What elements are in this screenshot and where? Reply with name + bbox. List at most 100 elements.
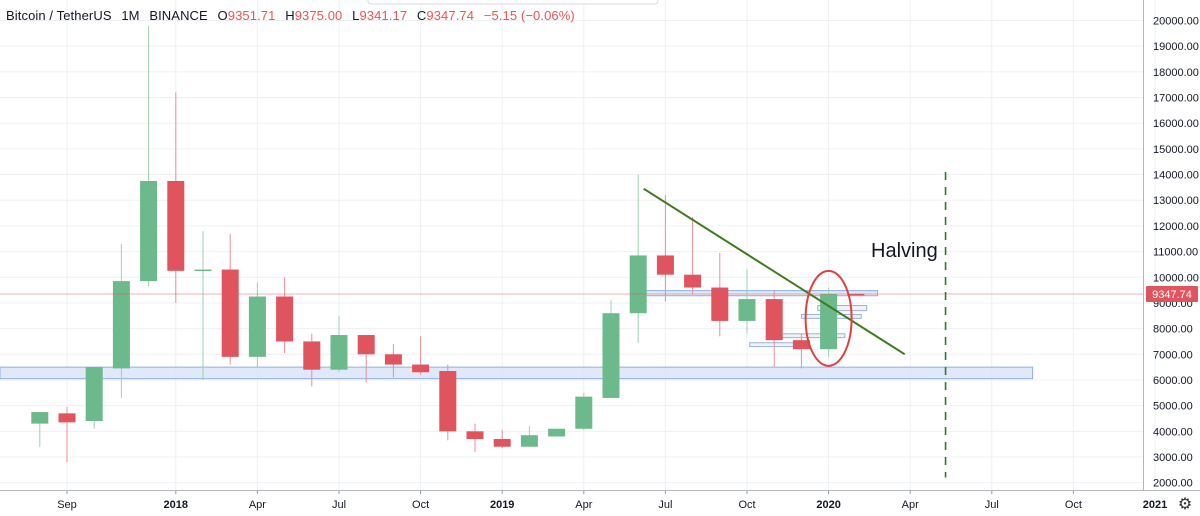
x-tick-label: Jul <box>658 499 672 511</box>
x-tick-label: 2021 <box>1143 499 1167 511</box>
exchange: BINANCE <box>149 8 208 23</box>
candle-body <box>439 370 457 432</box>
candle-body <box>112 281 130 369</box>
candle-body <box>466 431 484 440</box>
candle-body <box>85 367 103 422</box>
candle-body <box>684 274 702 288</box>
candle-body <box>194 269 212 272</box>
candle <box>656 195 674 302</box>
candle <box>466 423 484 452</box>
candle-body <box>167 180 185 271</box>
y-tick-label: 15000.00 <box>1153 144 1199 156</box>
candle <box>248 282 266 368</box>
symbol-legend: Bitcoin / TetherUS 1M BINANCE O9351.71 H… <box>6 8 575 23</box>
x-tick-label: 2019 <box>490 499 514 511</box>
drawing-overlays <box>0 171 1143 478</box>
symbol-name[interactable]: Bitcoin / TetherUS <box>6 8 112 23</box>
trendline <box>643 187 906 356</box>
gear-icon[interactable]: ⚙ <box>1177 496 1193 513</box>
candles <box>31 25 865 463</box>
x-tick-label: Apr <box>575 499 592 511</box>
y-tick-label: 8000.00 <box>1153 324 1193 336</box>
candle-body <box>847 293 865 296</box>
y-tick-label: 17000.00 <box>1153 93 1199 105</box>
candle <box>412 336 430 375</box>
open-value: 9351.71 <box>227 8 276 23</box>
candle-body <box>140 180 158 282</box>
candle <box>384 344 402 378</box>
highlight-ellipse <box>804 269 853 367</box>
support-zone <box>0 366 1034 380</box>
candle <box>493 430 511 449</box>
candle <box>31 412 49 447</box>
candle-body <box>493 439 511 447</box>
x-tick-label: Jul <box>332 499 346 511</box>
candle <box>58 406 76 463</box>
candle <box>548 428 566 437</box>
candle <box>330 315 348 373</box>
y-tick-label: 14000.00 <box>1153 170 1199 182</box>
interval[interactable]: 1M <box>121 8 140 23</box>
candle-body <box>629 255 647 314</box>
candle <box>711 252 729 337</box>
halving-label: Halving <box>871 240 938 262</box>
x-tick-label: Apr <box>249 499 266 511</box>
candle-body <box>58 413 76 423</box>
resistance-zone <box>643 290 879 297</box>
x-tick-label: Jul <box>985 499 999 511</box>
candle-body <box>765 299 783 341</box>
candle <box>820 287 838 357</box>
candle <box>85 367 103 429</box>
candle <box>439 364 457 441</box>
candle-body <box>602 313 620 398</box>
candle <box>112 243 130 398</box>
candle <box>194 231 212 380</box>
x-tick-label: 2018 <box>164 499 188 511</box>
candle-body <box>520 435 538 447</box>
x-tick-label: Oct <box>412 499 429 511</box>
x-tick-label: Oct <box>738 499 755 511</box>
high-value: 9375.00 <box>294 8 343 23</box>
candle <box>276 277 294 354</box>
candle-body <box>357 335 375 355</box>
candle <box>738 269 756 334</box>
candle <box>221 233 239 365</box>
candle <box>140 25 158 287</box>
y-tick-label: 4000.00 <box>1153 426 1193 438</box>
low-value: 9341.17 <box>359 8 408 23</box>
y-tick-label: 5000.00 <box>1153 401 1193 413</box>
x-tick-label: Oct <box>1065 499 1082 511</box>
candle-body <box>738 299 756 321</box>
x-tick-label: Apr <box>902 499 919 511</box>
y-tick-label: 10000.00 <box>1153 272 1199 284</box>
y-tick-label: 20000.00 <box>1153 16 1199 28</box>
y-tick-label: 12000.00 <box>1153 221 1199 233</box>
price-tag-label: 9347.74 <box>1152 289 1192 301</box>
y-tick-label: 18000.00 <box>1153 67 1199 79</box>
candle-body <box>412 364 430 373</box>
candle <box>792 333 810 369</box>
candle <box>575 392 593 431</box>
chart-grid <box>0 0 1156 490</box>
candle-body <box>384 354 402 365</box>
low-label: L <box>352 8 360 23</box>
y-tick-label: 7000.00 <box>1153 349 1193 361</box>
y-tick-label: 3000.00 <box>1153 452 1193 464</box>
candle <box>765 290 783 368</box>
candle-body <box>792 340 810 350</box>
candle-body <box>575 396 593 429</box>
candle-body <box>656 255 674 275</box>
candle-body <box>31 412 49 424</box>
open-label: O <box>217 8 228 23</box>
y-tick-label: 2000.00 <box>1153 478 1193 490</box>
candle-body <box>303 341 321 370</box>
change-value: −5.15 (−0.06%) <box>483 8 575 23</box>
y-tick-label: 16000.00 <box>1153 118 1199 130</box>
candle <box>602 300 620 398</box>
drawing-zones <box>0 290 1034 380</box>
x-tick-label: Sep <box>57 499 77 511</box>
y-tick-label: 11000.00 <box>1153 247 1198 259</box>
candle <box>357 335 375 383</box>
